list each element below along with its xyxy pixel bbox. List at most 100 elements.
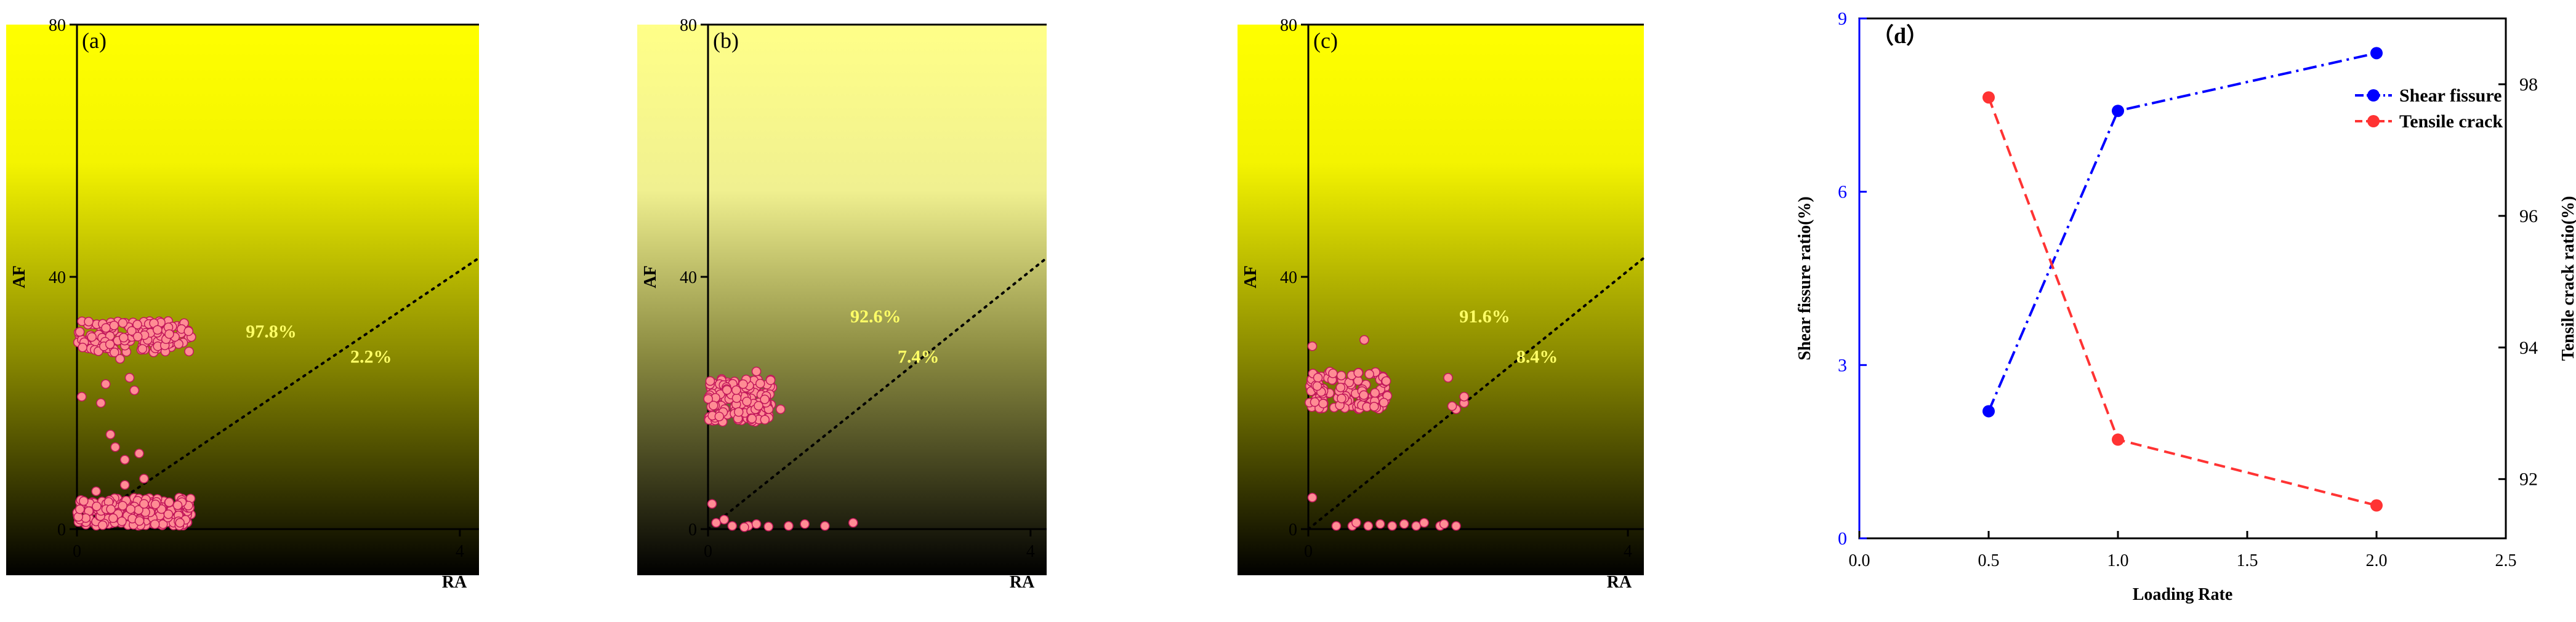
- data-point: [100, 379, 111, 389]
- data-point: [77, 392, 87, 402]
- x-tick-label: 1.0: [2107, 551, 2129, 570]
- ratio-annotation: 2.2%: [350, 346, 392, 367]
- series-line-0: [1987, 52, 2377, 412]
- data-point: [1459, 392, 1469, 402]
- data-point: [1359, 390, 1369, 400]
- left-y-tick-label: 3: [1838, 355, 1847, 375]
- data-point: [719, 514, 729, 525]
- data-point: [126, 504, 135, 514]
- data-point: [109, 321, 119, 330]
- series-point-1: [2370, 499, 2383, 512]
- left-y-tick-label: 9: [1838, 9, 1847, 29]
- y-tick-label: 40: [680, 268, 697, 287]
- x-axis-label: Loading Rate: [2133, 585, 2233, 604]
- right-y-tick-label: 96: [2519, 206, 2538, 226]
- data-point: [92, 501, 102, 511]
- data-point: [1307, 341, 1318, 351]
- data-point: [734, 407, 744, 417]
- panel-label: (a): [82, 28, 107, 53]
- data-point: [1359, 335, 1369, 345]
- data-point: [1451, 521, 1461, 531]
- data-point: [800, 519, 810, 529]
- ratio-annotation: 8.4%: [1516, 346, 1558, 367]
- data-point: [1307, 493, 1318, 503]
- data-point: [84, 316, 94, 327]
- data-point: [119, 480, 130, 490]
- data-point: [820, 521, 830, 531]
- x-axis-label: RA: [1607, 573, 1632, 592]
- data-point: [703, 394, 714, 404]
- point-cluster-0: [703, 374, 778, 427]
- data-point: [132, 332, 143, 341]
- data-point: [73, 512, 84, 522]
- x-tick-label: 4: [1624, 542, 1632, 561]
- data-point: [1387, 521, 1397, 531]
- legend-marker: [2367, 89, 2380, 102]
- series-point-0: [2370, 47, 2383, 60]
- data-point: [119, 455, 130, 465]
- data-point: [129, 385, 140, 396]
- data-point: [1335, 383, 1346, 393]
- y-tick-label: 80: [680, 16, 697, 35]
- x-tick-label: 2.5: [2495, 551, 2517, 570]
- ratio-annotation: 7.4%: [898, 346, 940, 367]
- data-point: [87, 332, 97, 342]
- data-point: [1411, 521, 1421, 531]
- data-point: [1313, 373, 1323, 383]
- data-point: [751, 519, 762, 529]
- data-point: [118, 318, 128, 328]
- y-tick-label: 0: [57, 520, 66, 540]
- data-point: [150, 519, 160, 529]
- x-tick-label: 0: [1304, 542, 1313, 561]
- x-axis-label: RA: [1010, 573, 1035, 592]
- left-y-tick-label: 6: [1838, 182, 1847, 202]
- data-point: [1312, 381, 1322, 391]
- data-point: [134, 516, 145, 526]
- x-tick-label: 0.5: [1978, 551, 2000, 570]
- data-point: [722, 385, 732, 395]
- data-point: [127, 326, 137, 336]
- data-point: [183, 326, 193, 337]
- scatter-panel-2: 0 40 80 0 4 RA AF (c) 91.6% 8.4%: [1238, 16, 1645, 592]
- data-point: [714, 412, 725, 421]
- divider-line: [1307, 257, 1645, 530]
- data-point: [707, 499, 717, 509]
- data-point: [96, 398, 106, 408]
- x-tick-label: 4: [456, 542, 464, 561]
- data-point: [75, 504, 85, 514]
- data-point: [1379, 397, 1389, 408]
- data-point: [98, 520, 108, 530]
- data-point: [751, 367, 762, 377]
- data-point: [119, 333, 129, 343]
- data-point: [1443, 373, 1453, 383]
- data-point: [1375, 519, 1385, 529]
- data-point: [115, 354, 125, 364]
- data-point: [91, 486, 101, 496]
- y-tick-label: 80: [49, 16, 66, 35]
- divider-line: [707, 257, 1048, 530]
- data-point: [1310, 397, 1320, 407]
- data-point: [711, 518, 721, 528]
- ratio-annotation: 91.6%: [1459, 306, 1510, 327]
- data-point: [747, 413, 757, 424]
- series-point-0: [1982, 405, 1995, 418]
- data-point: [164, 329, 174, 339]
- data-point: [776, 404, 786, 414]
- data-point: [172, 500, 183, 510]
- data-point: [731, 393, 742, 403]
- plot-background: [1238, 25, 1644, 575]
- data-point: [74, 327, 85, 337]
- data-point: [117, 516, 127, 527]
- series-point-0: [2112, 105, 2124, 118]
- point-cluster-0: [1305, 367, 1393, 414]
- ratio-annotation: 97.8%: [246, 321, 297, 341]
- data-point: [754, 401, 763, 411]
- legend-marker: [2367, 115, 2380, 127]
- data-point: [1336, 370, 1346, 381]
- y-tick-label: 0: [688, 520, 697, 540]
- data-point: [110, 348, 119, 357]
- data-point: [79, 496, 89, 506]
- data-point: [150, 500, 161, 509]
- data-point: [134, 449, 144, 458]
